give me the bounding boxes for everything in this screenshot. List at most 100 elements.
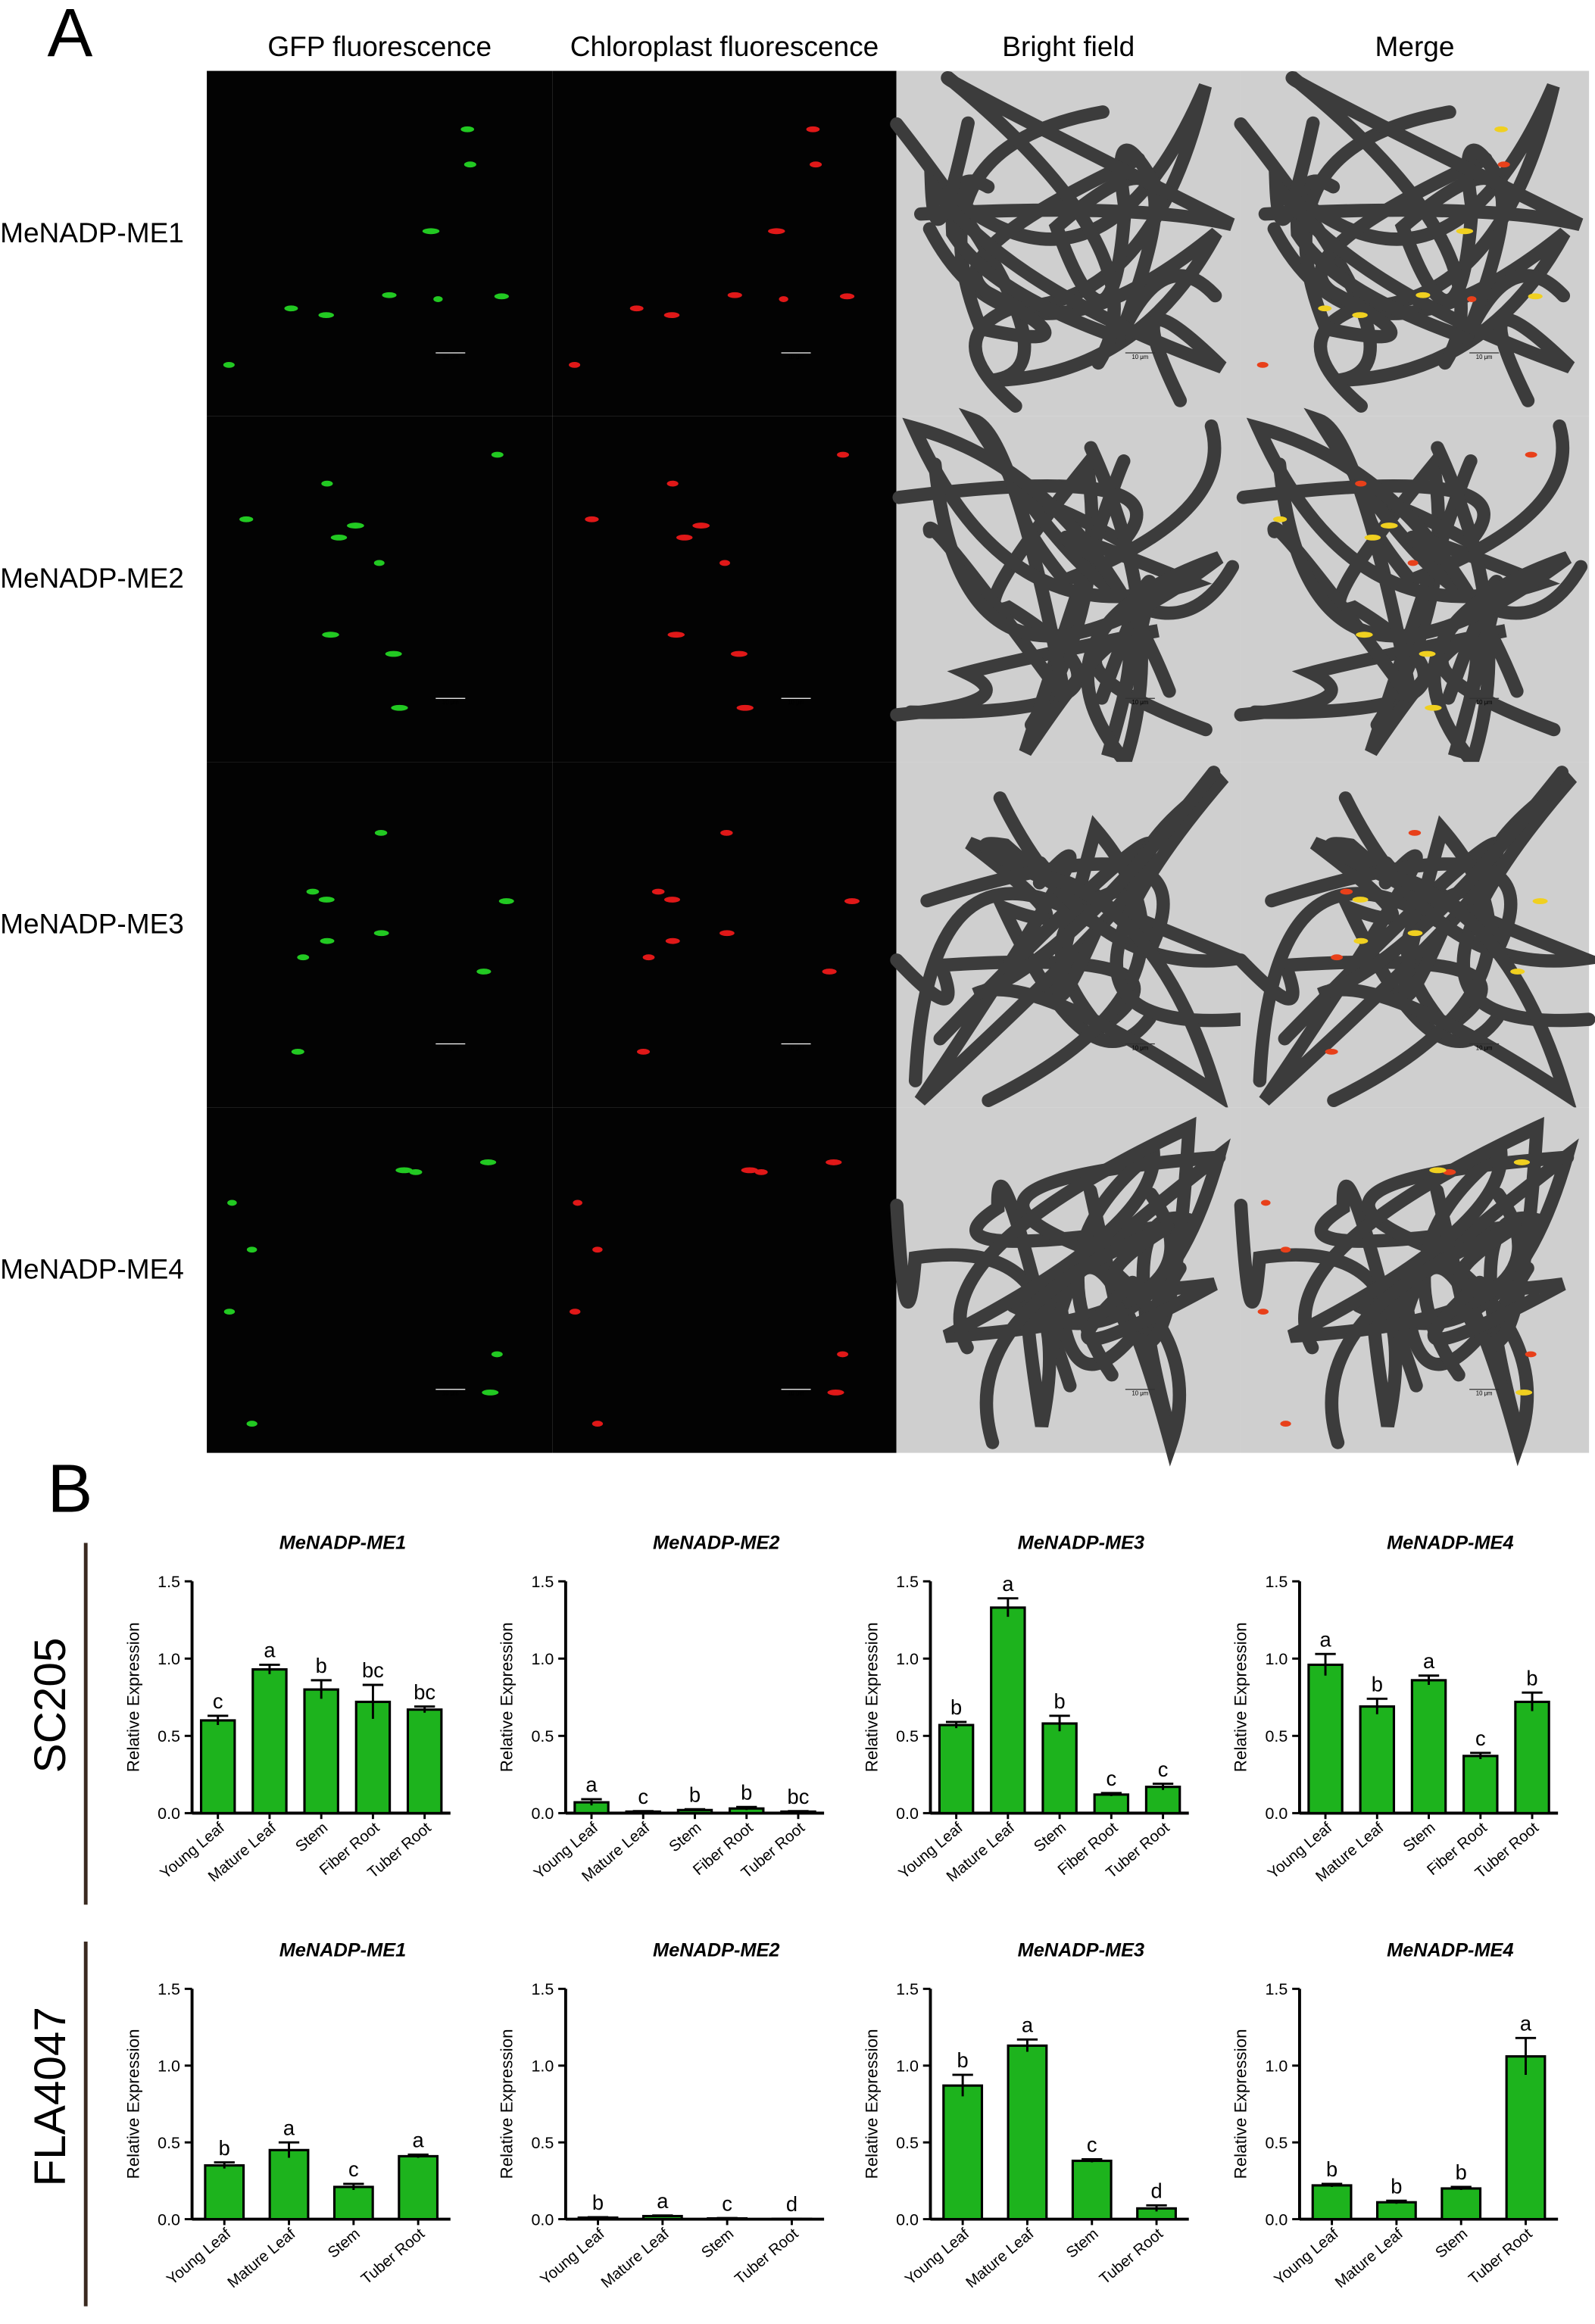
y-tick-label: 1.5 [896,1573,919,1591]
y-axis-label: Relative Expression [862,2029,881,2179]
micrograph: 10 μm [890,762,1262,1109]
micrograph: 10 μm [890,1107,1241,1467]
micrograph: 10 μm [207,762,553,1108]
bar [1144,1786,1181,1814]
error-bar [1450,2185,1472,2191]
significance-letter: b [1053,1689,1065,1713]
bar [1375,2201,1417,2221]
error-bar [1522,1691,1543,1711]
cell-wall [1325,1220,1566,1449]
organelle [585,516,599,523]
y-tick-label: 1.0 [531,2057,554,2076]
organelle [482,1389,499,1396]
chart-title: MeNADP-ME1 [279,1939,406,1961]
bar [332,2185,374,2221]
y-tick-label: 0.0 [896,1805,919,1823]
organelle [768,228,785,235]
organelle [246,1421,258,1427]
bar [398,2154,439,2221]
y-tick-label: 0.0 [896,2210,919,2229]
organelle [320,937,335,944]
y-axis-label: Relative Expression [1231,1622,1250,1772]
bar [251,1668,288,1814]
organelle [1380,523,1398,529]
organelle [395,1167,413,1174]
organelle [330,534,348,541]
error-bar [208,1714,229,1726]
significance-letter: c [638,1785,648,1808]
significance-letter: a [1423,1649,1435,1673]
significance-letter: b [1526,1666,1537,1689]
x-tick-label: Mature Leaf [963,2225,1038,2291]
organelle [676,534,693,541]
micrograph: 10 μm [552,1107,897,1453]
organelle [374,830,388,836]
x-tick-label: Stem [666,1819,704,1855]
organelle [433,296,443,302]
cell-wall [1246,417,1561,698]
micrograph: 10 μm [1234,1107,1590,1467]
error-bar [414,1705,435,1713]
chart-title: MeNADP-ME4 [1387,1939,1513,1961]
organelle [569,1309,581,1315]
significance-letter: a [413,2129,425,2152]
organelle [666,480,679,487]
x-tick-label: Stem [1432,2225,1471,2261]
error-bar [945,1720,967,1729]
organelle [806,126,820,133]
organelle [318,897,335,903]
organelle [322,632,339,638]
bar [1462,1755,1499,1814]
cell-wall [913,71,1235,370]
significance-letter: c [722,2191,732,2215]
bar [1093,1793,1130,1814]
micrograph: 10 μm [890,407,1241,776]
error-bar [581,1798,602,1806]
error-bar [997,1597,1019,1617]
y-tick-label: 0.5 [531,2134,554,2152]
bar [1359,1705,1396,1814]
y-axis-label: Relative Expression [498,2029,517,2179]
organelle [385,650,402,657]
organelle [1352,312,1368,319]
y-tick-label: 1.5 [1266,1573,1288,1591]
micrograph: 10 μm [207,70,553,416]
y-tick-label: 1.0 [1266,2057,1288,2076]
row-label: MeNADP-ME2 [0,562,184,594]
organelle [637,1048,651,1055]
organelle [284,305,298,312]
organelle [1407,930,1423,937]
error-bar [1100,1792,1122,1796]
organelle [629,305,644,312]
bar [942,2084,984,2221]
significance-letter: b [1326,2157,1337,2181]
organelle [1355,480,1367,487]
y-axis-label: Relative Expression [862,1622,881,1772]
x-tick-label: Mature Leaf [224,2225,299,2291]
chart-title: MeNADP-ME3 [1018,1939,1144,1961]
organelle [837,1351,849,1358]
y-tick-label: 0.0 [158,1805,180,1823]
organelle [1416,292,1431,298]
significance-letter: a [657,2189,669,2213]
error-bar [587,2216,609,2219]
chart-title: MeNADP-ME1 [279,1532,406,1553]
chart-title: MeNADP-ME4 [1387,1532,1513,1553]
organelle [491,451,504,458]
organelle [306,888,320,895]
y-tick-label: 1.0 [531,1650,554,1668]
scale-bar-label: 10 μm [788,1044,804,1051]
organelle [494,293,509,300]
error-bar [1515,2036,1537,2075]
significance-letter: b [316,1654,327,1677]
micrograph: 10 μm [552,70,897,416]
error-bar [1082,2158,1103,2163]
organelle [321,480,333,487]
significance-letter: b [1391,2174,1402,2198]
organelle [391,704,408,711]
organelle [720,830,733,836]
error-bar [716,2216,738,2219]
organelle [779,296,788,302]
x-tick-label: Mature Leaf [598,2225,673,2291]
error-bar [259,1663,280,1674]
